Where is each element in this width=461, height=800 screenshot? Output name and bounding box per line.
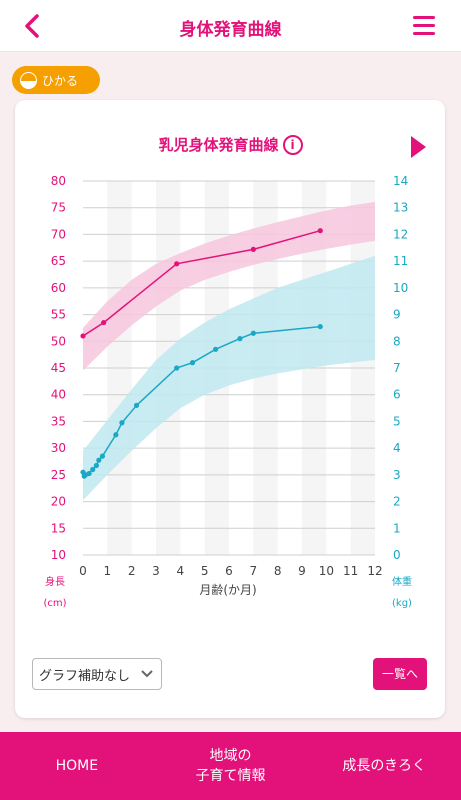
list-button[interactable]: 一覧へ	[373, 658, 427, 690]
weight-point	[113, 432, 119, 438]
y-left-tick-label: 20	[51, 495, 66, 509]
y-left-tick-label: 25	[51, 468, 66, 482]
height-point	[250, 246, 256, 252]
weight-point	[213, 346, 219, 352]
y-right-tick-label: 4	[393, 441, 401, 455]
weight-point	[237, 336, 243, 342]
y-right-tick-label: 5	[393, 414, 401, 428]
nav-local-info-line2: 子育て情報	[195, 768, 266, 784]
weight-point	[317, 323, 323, 330]
weight-band	[83, 255, 375, 501]
y-right-tick-label: 8	[393, 334, 401, 348]
child-name: ひかる	[42, 73, 79, 88]
y-right-tick-label: 1	[393, 521, 401, 535]
x-tick-label: 9	[298, 564, 306, 578]
weight-point	[90, 466, 96, 473]
weight-point	[93, 462, 99, 469]
x-tick-label: 4	[177, 564, 185, 578]
y-left-tick-label: 70	[51, 227, 66, 241]
y-left-tick-label: 35	[51, 414, 66, 428]
height-band	[83, 201, 375, 371]
child-face-icon	[20, 71, 37, 89]
height-point	[101, 319, 107, 326]
x-tick-label: 10	[319, 564, 334, 578]
x-tick-label: 8	[274, 564, 282, 578]
x-tick-label: 0	[79, 564, 87, 578]
y-left-axis-label: 身長	[45, 575, 65, 588]
y-right-tick-label: 7	[393, 361, 401, 375]
weight-point	[189, 360, 196, 366]
nav-local-info[interactable]: 地域の 子育て情報	[154, 732, 308, 800]
y-right-tick-label: 6	[393, 388, 401, 402]
info-icon[interactable]: i	[282, 135, 303, 155]
weight-point	[133, 402, 140, 408]
x-tick-label: 11	[343, 564, 358, 578]
chevron-down-icon	[141, 670, 153, 678]
chevron-left-icon[interactable]	[18, 10, 48, 42]
y-left-tick-label: 80	[51, 174, 66, 188]
app-header: 身体発育曲線	[0, 0, 461, 52]
x-tick-label: 1	[104, 564, 112, 578]
y-left-tick-label: 30	[51, 441, 66, 455]
x-tick-label: 2	[128, 564, 136, 578]
assist-select[interactable]: グラフ補助なし	[32, 658, 162, 690]
x-tick-label: 7	[250, 564, 258, 578]
x-tick-label: 6	[225, 564, 233, 578]
y-right-tick-label: 14	[393, 174, 408, 188]
bottom-nav: HOME 地域の 子育て情報 成長のきろく	[0, 732, 461, 800]
assist-select-value: グラフ補助なし	[39, 668, 131, 684]
y-right-tick-label: 10	[393, 281, 408, 295]
y-right-tick-label: 13	[393, 201, 408, 215]
weight-point	[250, 330, 256, 336]
y-right-tick-label: 11	[393, 254, 408, 268]
y-right-tick-label: 2	[393, 495, 401, 509]
y-right-axis-label: 体重	[392, 575, 412, 588]
child-selector[interactable]: ひかる	[12, 66, 100, 94]
y-left-tick-label: 65	[51, 254, 66, 268]
hamburger-menu-icon[interactable]	[413, 16, 435, 36]
nav-local-info-line1: 地域の	[209, 748, 252, 764]
y-right-tick-label: 9	[393, 308, 401, 322]
height-point	[174, 261, 180, 267]
y-left-tick-label: 10	[51, 548, 66, 562]
y-left-tick-label: 40	[51, 388, 66, 402]
y-left-tick-label: 45	[51, 361, 66, 375]
chart-title-text: 乳児身体発育曲線	[158, 136, 279, 154]
nav-home[interactable]: HOME	[0, 732, 154, 800]
y-left-axis-unit: (cm)	[43, 598, 66, 609]
nav-growth-record-label: 成長のきろく	[342, 758, 426, 774]
y-right-tick-label: 12	[393, 227, 408, 241]
y-right-axis-unit: (kg)	[392, 598, 412, 609]
page-title: 身体発育曲線	[179, 20, 282, 40]
y-right-tick-label: 0	[393, 548, 401, 562]
chart-title: 乳児身体発育曲線 i	[0, 134, 461, 155]
nav-home-label: HOME	[55, 758, 99, 774]
weight-point	[174, 365, 180, 371]
y-left-tick-label: 75	[51, 201, 66, 215]
growth-chart: 1015202530354045505560657075800123456789…	[43, 174, 412, 609]
x-axis-label: 月齢(か月)	[199, 582, 256, 597]
height-point	[80, 333, 86, 339]
x-tick-label: 5	[201, 564, 209, 578]
height-point	[317, 228, 323, 234]
weight-point	[99, 453, 106, 459]
x-tick-label: 3	[152, 564, 160, 578]
y-left-tick-label: 50	[51, 334, 66, 348]
weight-point	[86, 470, 92, 477]
weight-point	[119, 420, 125, 426]
y-left-tick-label: 55	[51, 308, 66, 322]
nav-growth-record[interactable]: 成長のきろく	[307, 732, 461, 800]
triangle-right-icon[interactable]	[410, 136, 426, 158]
weight-point	[96, 457, 102, 463]
y-left-tick-label: 60	[51, 281, 66, 295]
y-right-tick-label: 3	[393, 468, 401, 482]
x-tick-label: 12	[367, 564, 382, 578]
y-left-tick-label: 15	[51, 521, 66, 535]
